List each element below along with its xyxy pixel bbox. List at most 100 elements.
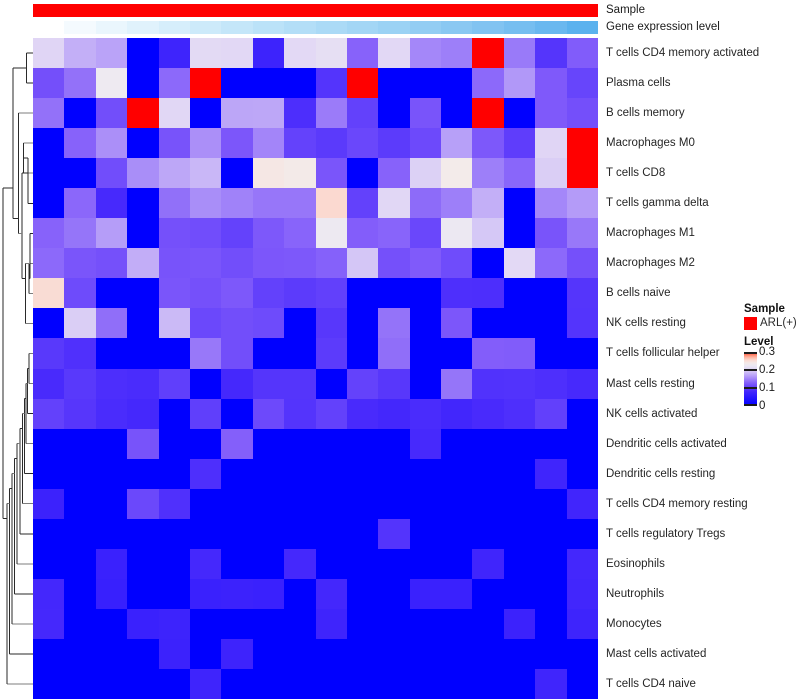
heatmap-cell [252,638,285,669]
heatmap-cell [158,428,190,459]
legend-sample-entry: ARL(+) [744,317,800,330]
heatmap-cell [441,68,473,99]
heatmap-cell [315,488,347,519]
heatmap-cell [64,608,96,639]
heatmap-cell [158,38,190,69]
heatmap-cell [472,548,504,579]
heatmap-cell [64,398,96,429]
heatmap-cell [64,638,96,669]
heatmap-cell [535,128,567,159]
heatmap-cell [252,98,285,129]
heatmap-cell [346,128,379,159]
heatmap-cell [127,368,159,399]
heatmap-cell [221,128,253,159]
heatmap-cell [189,68,222,99]
heatmap-cell [127,578,159,609]
heatmap-cell [284,518,316,549]
heatmap-cell [409,488,442,519]
heatmap-cell [441,98,473,129]
heatmap-cell [284,488,316,519]
heatmap-cell [127,278,159,309]
heatmap-cell [33,638,65,669]
heatmap-cell [503,338,536,369]
gene-expression-annotation-cell [503,21,536,34]
heatmap-cell [409,188,442,219]
heatmap-cell [189,368,222,399]
heatmap-cell [315,608,347,639]
heatmap-row [33,608,599,639]
heatmap-cell [535,278,567,309]
heatmap-cell [535,668,567,700]
heatmap-cell [503,278,536,309]
heatmap-cell [127,218,159,249]
heatmap-cell [252,458,285,489]
sample-annotation-cell [64,4,96,17]
row-label: Neutrophils [606,587,665,600]
heatmap-cell [566,128,599,159]
legend-level: Level 0.3 0.2 0.1 0 [744,336,800,412]
sample-annotation-cell [441,4,473,17]
heatmap-cell [503,638,536,669]
heatmap-cell [315,98,347,129]
heatmap-cell [472,608,504,639]
legend-sample-swatch [744,317,757,330]
heatmap-row [33,158,599,189]
heatmap-cell [378,128,410,159]
heatmap-cell [64,428,96,459]
heatmap-cell [64,68,96,99]
heatmap-cell [252,488,285,519]
heatmap-cell [221,188,253,219]
heatmap-cell [441,428,473,459]
heatmap-cell [378,458,410,489]
heatmap-cell [315,428,347,459]
heatmap-cell [252,398,285,429]
heatmap-row [33,98,599,129]
heatmap-cell [409,368,442,399]
heatmap-cell [346,218,379,249]
heatmap-cell [95,488,128,519]
heatmap-cell [535,338,567,369]
heatmap-cell [252,248,285,279]
heatmap-cell [378,68,410,99]
heatmap-cell [189,98,222,129]
heatmap-cell [503,428,536,459]
heatmap-cell [315,398,347,429]
heatmap-cell [441,308,473,339]
heatmap-cell [252,128,285,159]
heatmap-cell [503,128,536,159]
row-label: B cells naive [606,287,671,300]
heatmap-cell [284,38,316,69]
heatmap-cell [64,128,96,159]
sample-annotation-cell [535,4,567,17]
heatmap-cell [503,308,536,339]
heatmap-cell [566,368,599,399]
heatmap-cell [33,668,65,700]
heatmap-cell [127,488,159,519]
heatmap-cell [221,368,253,399]
heatmap-cell [221,38,253,69]
heatmap-cell [535,608,567,639]
heatmap-cell [189,458,222,489]
heatmap-cell [221,98,253,129]
heatmap-row [33,218,599,249]
heatmap-cell [95,38,128,69]
heatmap-row [33,248,599,279]
heatmap-cell [472,248,504,279]
heatmap-cell [535,638,567,669]
row-label: Macrophages M0 [606,137,695,150]
heatmap-cell [158,608,190,639]
heatmap-cell [158,638,190,669]
heatmap-cell [566,158,599,189]
legend-panel: Sample ARL(+) Level 0.3 0.2 0.1 0 [744,303,800,412]
heatmap-cell [189,428,222,459]
heatmap-cell [346,398,379,429]
row-label: Dendritic cells activated [606,437,727,450]
heatmap-cell [409,398,442,429]
heatmap-cell [284,608,316,639]
row-label: Mast cells activated [606,647,707,660]
heatmap-cell [409,578,442,609]
heatmap-cell [95,398,128,429]
heatmap-cell [378,278,410,309]
heatmap-cell [158,128,190,159]
gene-expression-annotation-cell [189,21,222,34]
